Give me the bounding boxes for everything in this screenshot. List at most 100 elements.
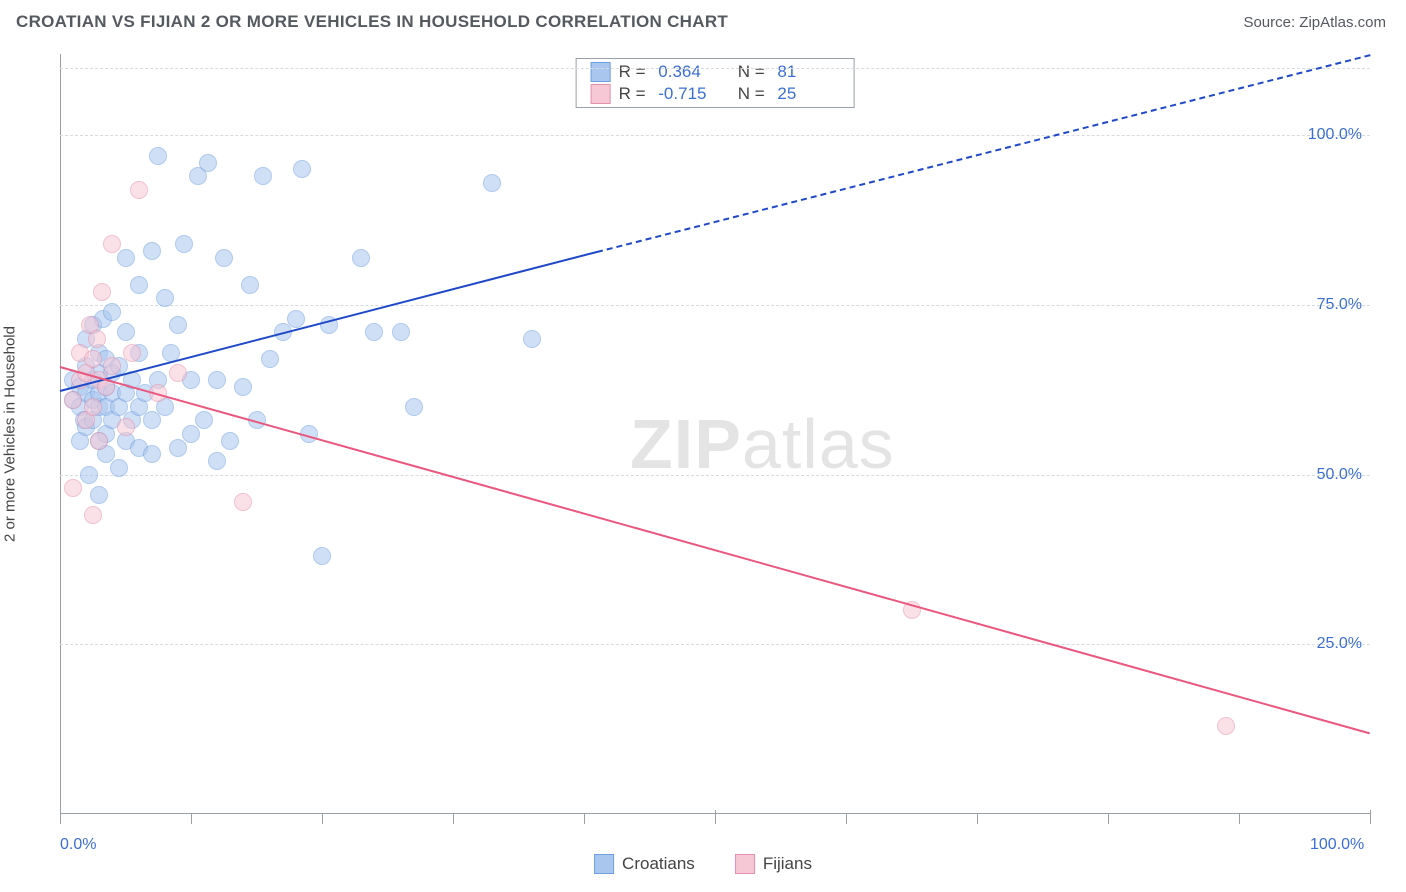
data-point [103,357,121,375]
data-point [64,479,82,497]
data-point [208,452,226,470]
gridline [60,68,1370,69]
x-tick [453,814,454,824]
data-point [182,425,200,443]
chart-container: 2 or more Vehicles in Household ZIPatlas… [50,54,1386,814]
legend-item: Croatians [594,854,695,874]
x-tick [715,810,716,824]
data-point [143,411,161,429]
data-point [241,276,259,294]
gridline [60,135,1370,136]
data-point [523,330,541,348]
chart-header: CROATIAN VS FIJIAN 2 OR MORE VEHICLES IN… [0,0,1406,38]
trend-line [60,251,598,392]
stats-legend: R = 0.364 N = 81R = -0.715 N = 25 [576,58,855,108]
x-tick [584,814,585,824]
y-axis-label: 2 or more Vehicles in Household [2,326,19,542]
data-point [221,432,239,450]
data-point [90,486,108,504]
data-point [143,445,161,463]
x-tick [846,814,847,824]
legend-r-value: 0.364 [658,62,720,82]
data-point [149,147,167,165]
legend-row: R = 0.364 N = 81 [577,61,854,83]
y-tick-label: 50.0% [1317,466,1362,484]
data-point [110,459,128,477]
data-point [84,506,102,524]
data-point [169,316,187,334]
x-tick [1370,810,1371,824]
data-point [215,249,233,267]
data-point [313,547,331,565]
series-legend: Croatians Fijians [594,854,812,874]
data-point [103,303,121,321]
data-point [64,391,82,409]
data-point [84,350,102,368]
data-point [261,350,279,368]
x-tick [1108,814,1109,824]
data-point [84,398,102,416]
x-tick-label: 100.0% [1310,836,1364,854]
gridline [60,305,1370,306]
x-tick-label: 0.0% [60,836,96,854]
x-tick [1239,814,1240,824]
data-point [234,378,252,396]
data-point [287,310,305,328]
legend-swatch [591,62,611,82]
y-tick-label: 100.0% [1308,126,1362,144]
legend-row: R = -0.715 N = 25 [577,83,854,105]
data-point [80,466,98,484]
data-point [1217,717,1235,735]
trend-line [60,366,1371,734]
data-point [254,167,272,185]
gridline [60,475,1370,476]
legend-swatch [735,854,755,874]
plot-area: ZIPatlas R = 0.364 N = 81R = -0.715 N = … [60,54,1370,814]
y-tick-label: 25.0% [1317,635,1362,653]
legend-r-key: R = [619,84,651,104]
data-point [117,249,135,267]
data-point [234,493,252,511]
legend-r-key: R = [619,62,651,82]
watermark: ZIPatlas [630,404,895,484]
gridline [60,644,1370,645]
legend-label: Fijians [763,854,812,874]
data-point [156,289,174,307]
data-point [93,283,111,301]
y-tick-label: 75.0% [1317,296,1362,314]
data-point [169,364,187,382]
data-point [90,432,108,450]
chart-title: CROATIAN VS FIJIAN 2 OR MORE VEHICLES IN… [16,12,728,32]
data-point [392,323,410,341]
x-tick [60,810,61,824]
legend-swatch [591,84,611,104]
data-point [123,344,141,362]
data-point [405,398,423,416]
x-tick [322,814,323,824]
data-point [365,323,383,341]
y-axis-line [60,54,61,814]
data-point [199,154,217,172]
data-point [143,242,161,260]
data-point [208,371,226,389]
data-point [117,323,135,341]
data-point [103,235,121,253]
legend-n-key: N = [728,84,769,104]
data-point [88,330,106,348]
data-point [195,411,213,429]
legend-label: Croatians [622,854,695,874]
legend-n-key: N = [728,62,769,82]
legend-n-value: 81 [777,62,839,82]
x-tick [977,814,978,824]
source-label: Source: ZipAtlas.com [1243,14,1386,31]
data-point [169,439,187,457]
data-point [117,418,135,436]
x-tick [191,814,192,824]
data-point [130,276,148,294]
legend-item: Fijians [735,854,812,874]
data-point [293,160,311,178]
data-point [483,174,501,192]
legend-n-value: 25 [777,84,839,104]
data-point [352,249,370,267]
legend-swatch [594,854,614,874]
